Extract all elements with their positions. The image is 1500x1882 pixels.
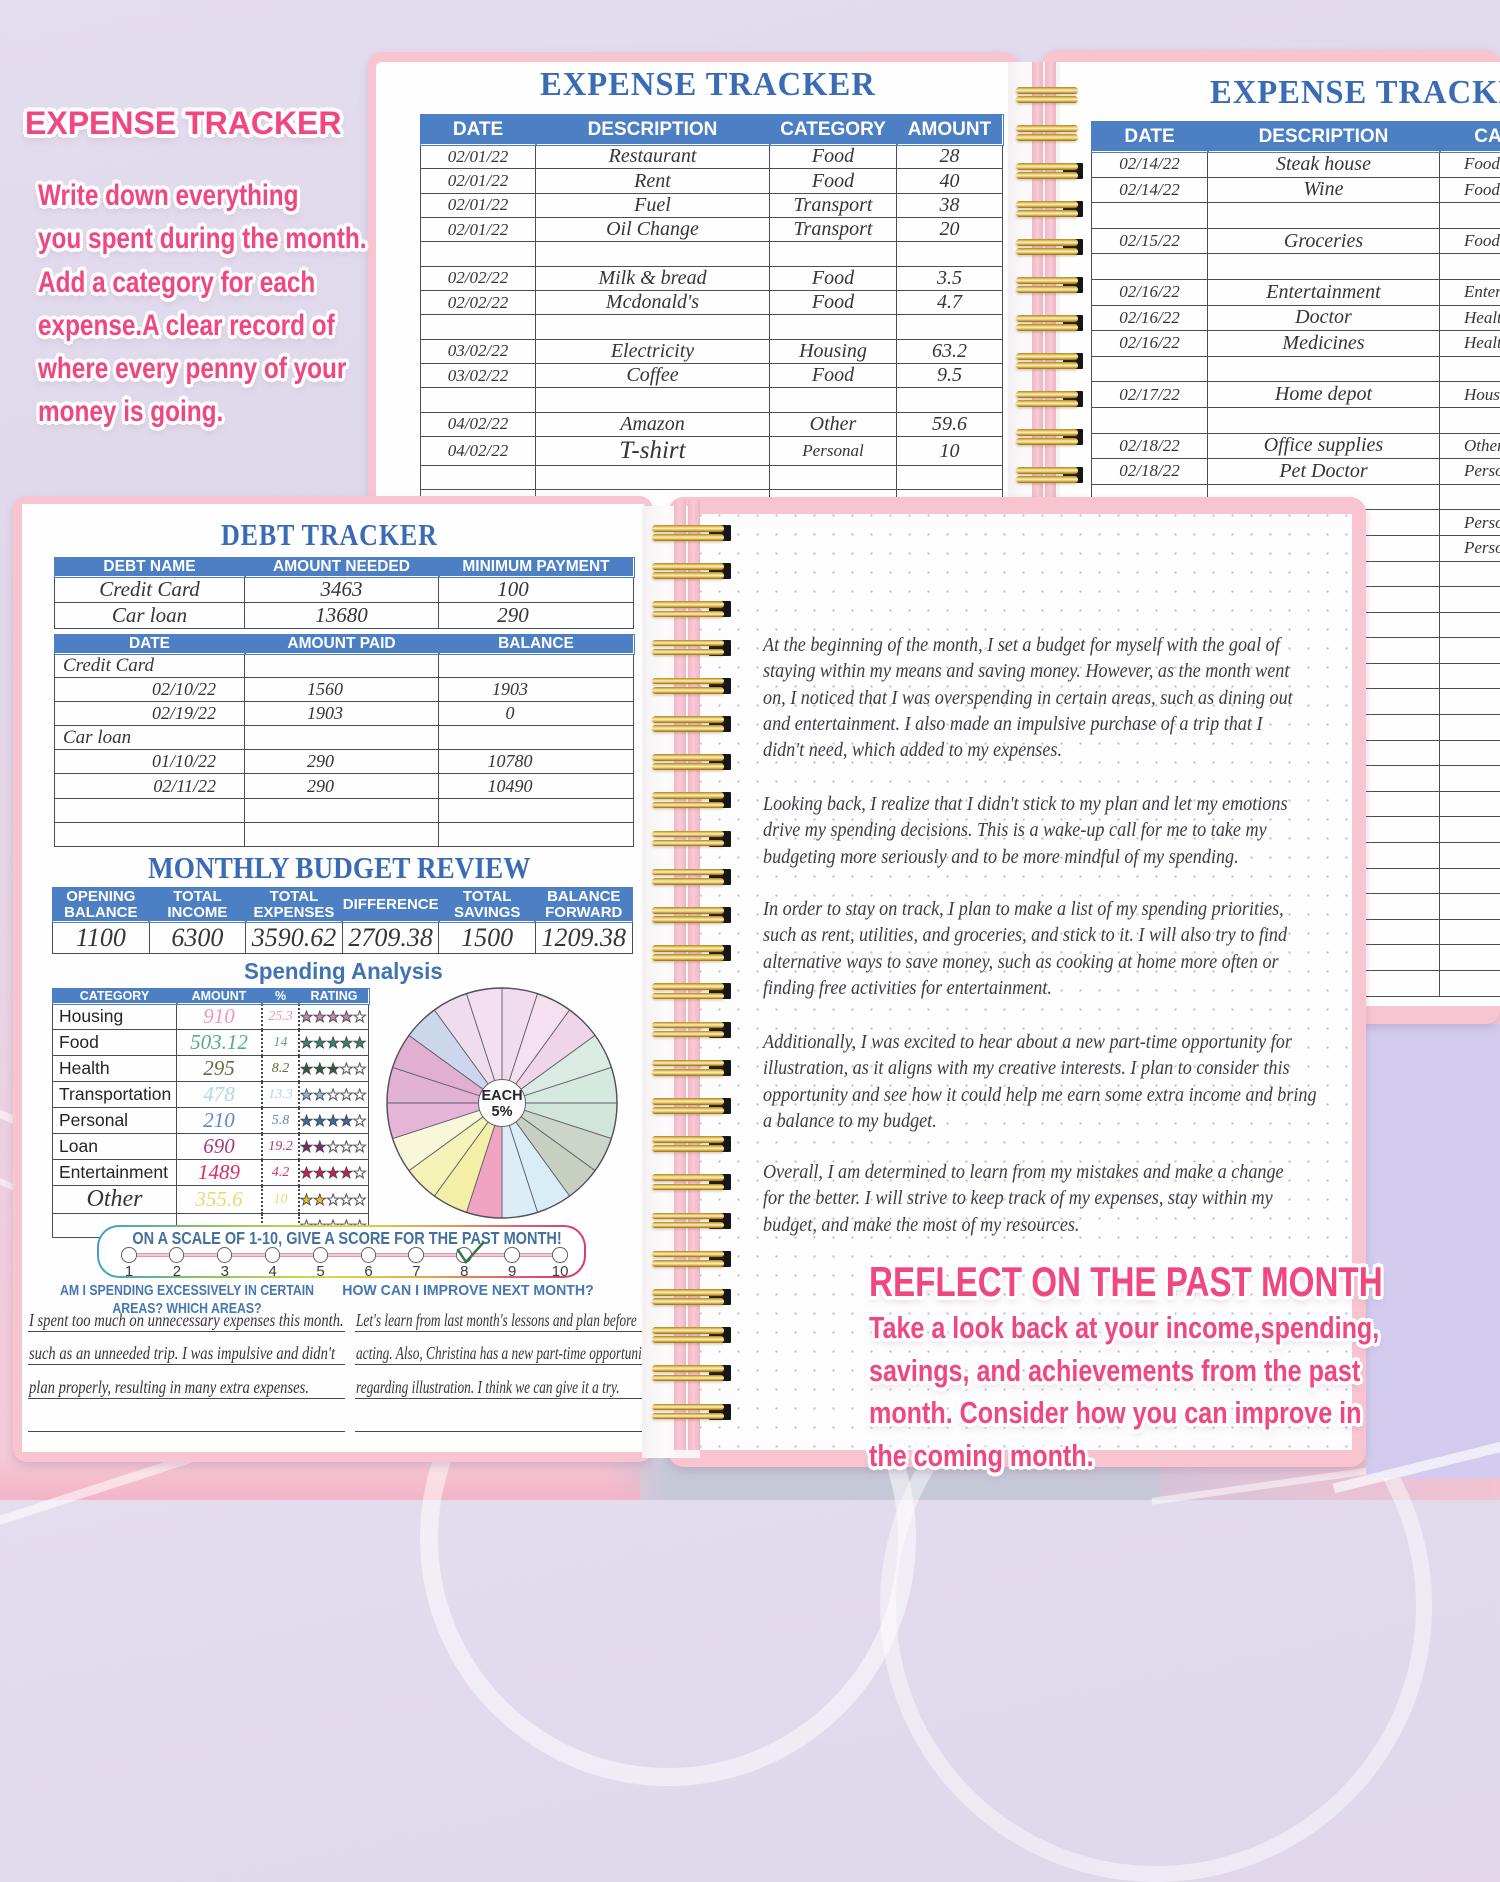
svg-text:5%: 5%	[492, 1104, 513, 1120]
svg-text:EACH: EACH	[481, 1088, 522, 1104]
